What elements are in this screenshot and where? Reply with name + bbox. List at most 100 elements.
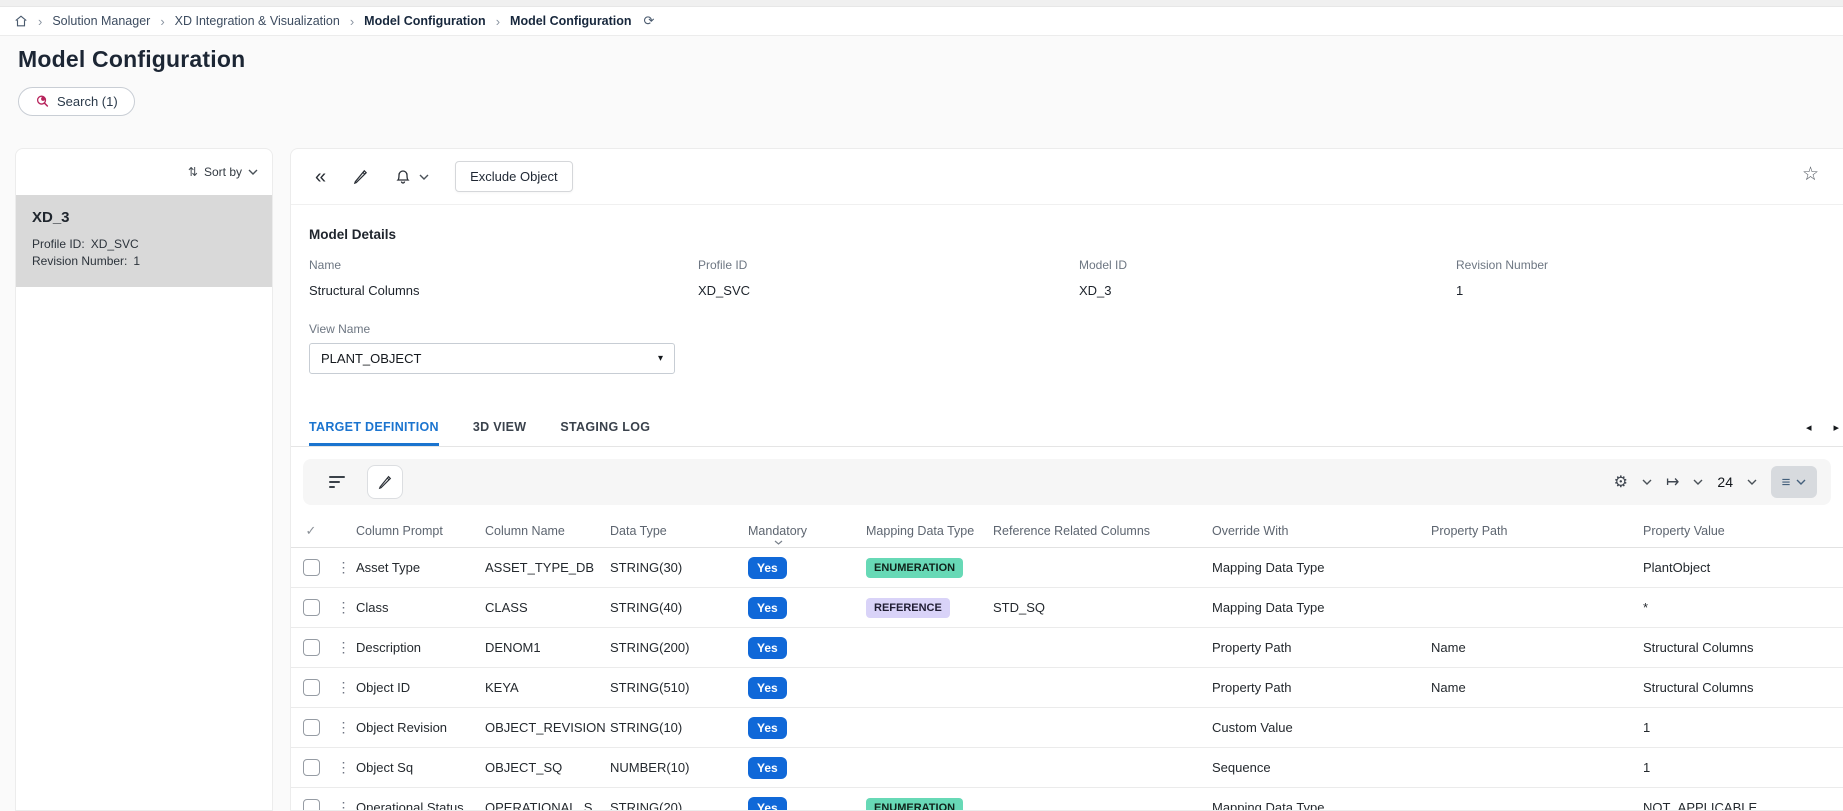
search-button[interactable]: Search (1) xyxy=(18,87,135,116)
window-top-strip xyxy=(0,0,1843,7)
collapse-panel-icon[interactable]: « xyxy=(315,165,327,188)
row-checkbox[interactable] xyxy=(302,799,320,810)
col-header-property-value[interactable]: Property Value xyxy=(1643,523,1725,538)
col-header-column-prompt[interactable]: Column Prompt xyxy=(356,523,443,538)
sort-icon: ⇅ xyxy=(187,165,198,179)
mandatory-badge: Yes xyxy=(748,596,787,619)
filter-icon[interactable] xyxy=(329,476,345,488)
tab-bar: TARGET DEFINITION 3D VIEW STAGING LOG ◂ … xyxy=(291,411,1843,447)
col-header-data-type[interactable]: Data Type xyxy=(610,523,667,538)
row-menu-icon[interactable]: ⋮ xyxy=(336,559,351,575)
mandatory-badge: Yes xyxy=(748,796,787,810)
row-checkbox[interactable] xyxy=(302,759,320,776)
col-header-mandatory[interactable]: Mandatory xyxy=(748,524,866,545)
view-name-label: View Name xyxy=(309,322,371,336)
mandatory-badge: Yes xyxy=(748,676,787,699)
tab-staging-log[interactable]: STAGING LOG xyxy=(560,420,651,434)
table-row: ⋮ Object Revision OBJECT_REVISION STRING… xyxy=(291,708,1843,748)
breadcrumb-separator: › xyxy=(349,13,355,29)
mapping-type-badge: ENUMERATION xyxy=(866,797,964,810)
field-name: Name Structural Columns xyxy=(309,258,420,298)
edit-icon[interactable] xyxy=(352,168,369,185)
mandatory-badge: Yes xyxy=(748,756,787,779)
search-button-label: Search (1) xyxy=(57,94,118,109)
panel-toolbar: « Exclude Object ☆ xyxy=(291,149,1843,205)
table-row: ⋮ Asset Type ASSET_TYPE_DB STRING(30) Ye… xyxy=(291,548,1843,588)
breadcrumb: › Solution Manager › XD Integration & Vi… xyxy=(0,7,1843,36)
row-checkbox[interactable] xyxy=(302,639,320,656)
col-header-column-name[interactable]: Column Name xyxy=(485,523,565,538)
row-density-button[interactable]: ≡ xyxy=(1771,466,1817,498)
exclude-object-button[interactable]: Exclude Object xyxy=(455,161,573,192)
sort-by-label[interactable]: Sort by xyxy=(203,165,242,179)
breadcrumb-item-model-configuration-current[interactable]: Model Configuration xyxy=(510,14,632,28)
mandatory-badge: Yes xyxy=(748,716,787,739)
select-caret-icon: ▾ xyxy=(657,353,663,364)
results-sidebar: ⇅ Sort by XD_3 Profile ID: XD_SVC Revisio… xyxy=(15,148,273,811)
table-body: ⋮ Asset Type ASSET_TYPE_DB STRING(30) Ye… xyxy=(291,548,1843,810)
col-header-override-with[interactable]: Override With xyxy=(1212,523,1289,538)
mapping-type-badge: REFERENCE xyxy=(866,597,950,618)
tab-target-definition[interactable]: TARGET DEFINITION xyxy=(309,420,439,446)
table-header: ✓ Column Prompt Column Name Data Type Ma… xyxy=(291,513,1843,548)
tab-scroll-left-icon[interactable]: ◂ xyxy=(1805,422,1812,434)
table-settings-gear-icon[interactable]: ⚙ xyxy=(1613,474,1629,491)
row-checkbox[interactable] xyxy=(302,599,320,616)
field-revision-number: Revision Number 1 xyxy=(1456,258,1549,298)
table-row: ⋮ Object Sq OBJECT_SQ NUMBER(10) Yes Seq… xyxy=(291,748,1843,788)
edit-rows-button[interactable] xyxy=(367,465,403,499)
tab-3d-view[interactable]: 3D VIEW xyxy=(472,420,527,434)
view-name-select[interactable]: PLANT_OBJECT ▾ xyxy=(309,343,675,374)
notification-bell-icon[interactable] xyxy=(395,168,411,185)
home-icon[interactable] xyxy=(14,14,28,28)
breadcrumb-item-xd-integration[interactable]: XD Integration & Visualization xyxy=(174,14,340,28)
row-checkbox[interactable] xyxy=(302,559,320,576)
favorite-star-icon[interactable]: ☆ xyxy=(1801,164,1819,185)
page-title: Model Configuration xyxy=(18,46,246,72)
row-checkbox[interactable] xyxy=(302,719,320,736)
chevron-down-icon[interactable] xyxy=(248,169,258,175)
chevron-down-icon[interactable] xyxy=(1747,479,1757,485)
table-row: ⋮ Description DENOM1 STRING(200) Yes Pro… xyxy=(291,628,1843,668)
row-menu-icon[interactable]: ⋮ xyxy=(336,639,351,655)
col-header-reference-related-columns[interactable]: Reference Related Columns xyxy=(993,523,1151,538)
result-item-title: XD_3 xyxy=(32,209,70,226)
breadcrumb-separator: › xyxy=(38,13,43,29)
breadcrumb-separator: › xyxy=(160,13,165,29)
row-menu-icon[interactable]: ⋮ xyxy=(336,759,351,775)
chevron-down-icon[interactable] xyxy=(419,174,429,180)
refresh-icon[interactable]: ⟳ xyxy=(643,13,655,28)
page-size-value[interactable]: 24 xyxy=(1717,474,1733,490)
row-checkbox[interactable] xyxy=(302,679,320,696)
chevron-down-icon[interactable] xyxy=(1693,479,1703,485)
col-header-property-path[interactable]: Property Path xyxy=(1431,523,1508,538)
sidebar-result-item-xd3[interactable]: XD_3 Profile ID: XD_SVC Revision Number: 1 xyxy=(16,195,272,287)
row-menu-icon[interactable]: ⋮ xyxy=(336,799,351,810)
table-row: ⋮ Object ID KEYA STRING(510) Yes Propert… xyxy=(291,668,1843,708)
list-density-icon: ≡ xyxy=(1781,473,1791,491)
row-menu-icon[interactable]: ⋮ xyxy=(336,679,351,695)
table-row: ⋮ Class CLASS STRING(40) Yes REFERENCE S… xyxy=(291,588,1843,628)
field-profile-id: Profile ID XD_SVC xyxy=(698,258,751,298)
detail-panel: « Exclude Object ☆ Model Details Name xyxy=(290,148,1843,811)
field-model-id: Model ID XD_3 xyxy=(1079,258,1128,298)
result-item-revision: Revision Number: 1 xyxy=(32,254,141,269)
model-details-section: Model Details Name Structural Columns Pr… xyxy=(291,205,1843,374)
sort-direction-icon xyxy=(774,540,783,545)
table-row: ⋮ Operational Status OPERATIONAL_S... ST… xyxy=(291,788,1843,810)
row-menu-icon[interactable]: ⋮ xyxy=(336,599,351,615)
export-icon[interactable]: ↦ xyxy=(1666,474,1680,491)
select-all-check-icon[interactable]: ✓ xyxy=(305,522,317,538)
mandatory-badge: Yes xyxy=(748,636,787,659)
mandatory-badge: Yes xyxy=(748,556,787,579)
breadcrumb-separator: › xyxy=(495,13,501,29)
row-menu-icon[interactable]: ⋮ xyxy=(336,719,351,735)
model-details-heading: Model Details xyxy=(309,227,397,242)
breadcrumb-item-model-configuration[interactable]: Model Configuration xyxy=(364,14,486,28)
chevron-down-icon[interactable] xyxy=(1642,479,1652,485)
mapping-type-badge: ENUMERATION xyxy=(866,557,964,578)
breadcrumb-item-solution-manager[interactable]: Solution Manager xyxy=(52,14,151,28)
tab-scroll-right-icon[interactable]: ▸ xyxy=(1833,422,1839,434)
search-icon xyxy=(35,94,50,109)
col-header-mapping-data-type[interactable]: Mapping Data Type xyxy=(866,523,975,538)
